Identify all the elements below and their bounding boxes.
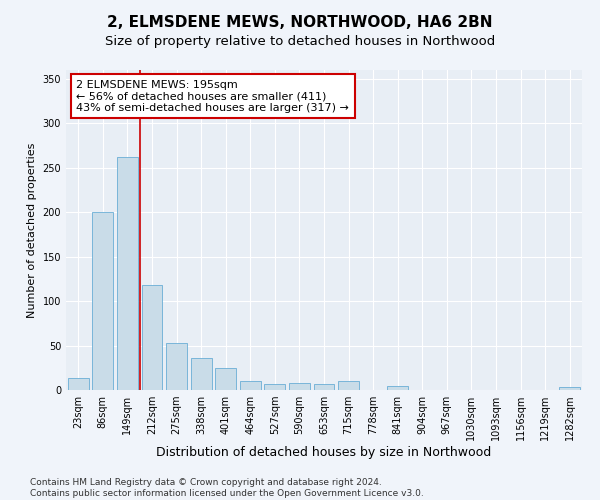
Bar <box>191 358 212 390</box>
Bar <box>314 384 334 390</box>
Text: 2 ELMSDENE MEWS: 195sqm
← 56% of detached houses are smaller (411)
43% of semi-d: 2 ELMSDENE MEWS: 195sqm ← 56% of detache… <box>76 80 349 113</box>
Y-axis label: Number of detached properties: Number of detached properties <box>27 142 37 318</box>
Bar <box>68 378 89 390</box>
Text: 2, ELMSDENE MEWS, NORTHWOOD, HA6 2BN: 2, ELMSDENE MEWS, NORTHWOOD, HA6 2BN <box>107 15 493 30</box>
X-axis label: Distribution of detached houses by size in Northwood: Distribution of detached houses by size … <box>157 446 491 459</box>
Bar <box>117 157 138 390</box>
Bar <box>289 383 310 390</box>
Text: Contains HM Land Registry data © Crown copyright and database right 2024.
Contai: Contains HM Land Registry data © Crown c… <box>30 478 424 498</box>
Bar <box>92 212 113 390</box>
Bar <box>559 388 580 390</box>
Bar <box>215 368 236 390</box>
Bar <box>338 381 359 390</box>
Text: Size of property relative to detached houses in Northwood: Size of property relative to detached ho… <box>105 35 495 48</box>
Bar <box>265 384 286 390</box>
Bar <box>142 285 163 390</box>
Bar <box>166 343 187 390</box>
Bar <box>387 386 408 390</box>
Bar <box>240 381 261 390</box>
